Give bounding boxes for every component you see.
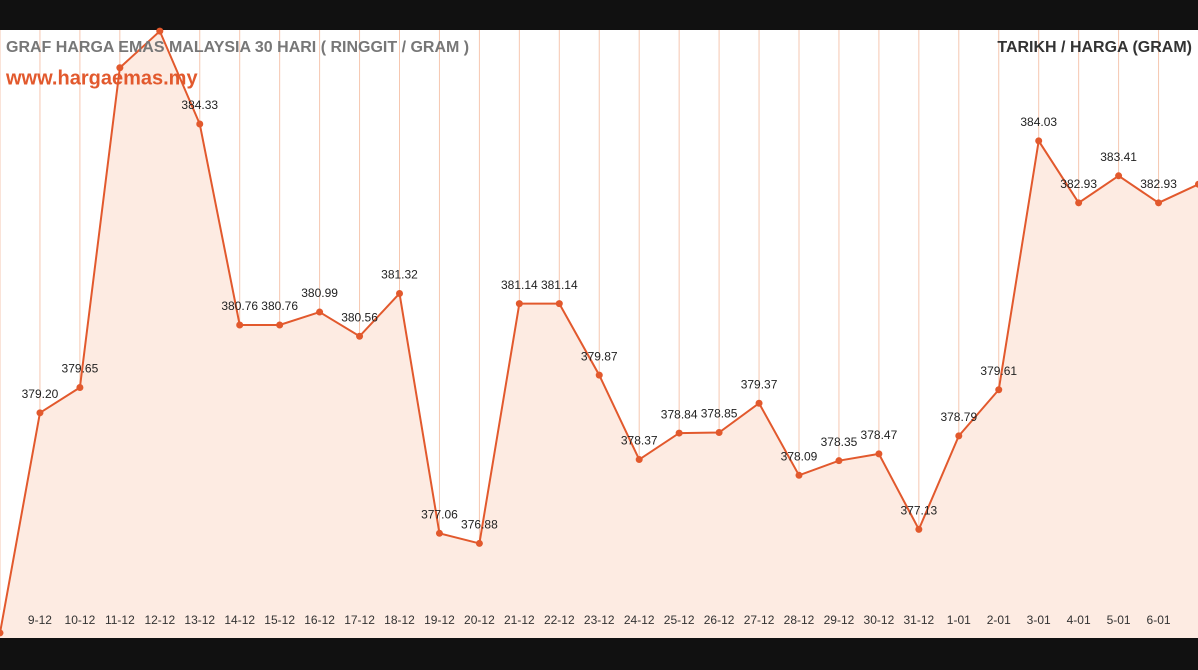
x-tick-label: 1-01 xyxy=(947,613,971,627)
x-tick-label: 31-12 xyxy=(903,613,934,627)
value-label: 384.03 xyxy=(1020,115,1057,129)
data-point xyxy=(875,450,883,458)
data-point xyxy=(1155,199,1163,207)
data-point xyxy=(915,525,923,533)
x-tick-label: 14-12 xyxy=(224,613,255,627)
data-point xyxy=(76,383,84,391)
data-point xyxy=(435,529,443,537)
data-point xyxy=(196,120,204,128)
x-tick-label: 19-12 xyxy=(424,613,455,627)
data-point xyxy=(475,539,483,547)
x-tick-label: 12-12 xyxy=(144,613,175,627)
value-label: 378.35 xyxy=(821,435,858,449)
value-label: 382.93 xyxy=(1060,177,1097,191)
data-point xyxy=(515,300,523,308)
area xyxy=(0,31,1198,638)
data-point xyxy=(276,321,284,329)
x-tick-label: 10-12 xyxy=(65,613,96,627)
data-point xyxy=(356,332,364,340)
legend-title: TARIKH / HARGA (GRAM) xyxy=(997,39,1192,56)
x-tick-label: 26-12 xyxy=(704,613,735,627)
data-point xyxy=(236,321,244,329)
x-tick-label: 23-12 xyxy=(584,613,615,627)
data-point xyxy=(675,429,683,437)
x-tick-label: 18-12 xyxy=(384,613,415,627)
data-point xyxy=(396,289,403,297)
data-point xyxy=(995,386,1003,394)
x-tick-label: 3-01 xyxy=(1027,613,1051,627)
value-label: 381.14 xyxy=(501,278,538,292)
data-point xyxy=(715,429,723,437)
value-label: 379.87 xyxy=(581,349,618,363)
data-point xyxy=(955,432,963,440)
x-tick-label: 15-12 xyxy=(264,613,295,627)
x-tick-label: 21-12 xyxy=(504,613,535,627)
value-label: 379.65 xyxy=(62,362,99,376)
x-tick-label: 28-12 xyxy=(784,613,815,627)
value-label: 383.41 xyxy=(1100,150,1137,164)
value-label: 380.76 xyxy=(221,299,258,313)
x-tick-label: 24-12 xyxy=(624,613,655,627)
chart-title: GRAF HARGA EMAS MALAYSIA 30 HARI ( RINGG… xyxy=(6,39,469,56)
value-label: 376.88 xyxy=(461,518,498,532)
x-tick-label: 5-01 xyxy=(1107,613,1131,627)
x-tick-label: 11-12 xyxy=(105,613,135,627)
value-label: 379.61 xyxy=(980,364,1017,378)
x-tick-label: 20-12 xyxy=(464,613,495,627)
x-tick-label: 25-12 xyxy=(664,613,695,627)
value-label: 377.06 xyxy=(421,507,458,521)
value-label: 378.37 xyxy=(621,434,658,448)
x-tick-label: 4-01 xyxy=(1067,613,1091,627)
data-point xyxy=(1115,172,1123,180)
x-tick-label: 9-12 xyxy=(28,613,52,627)
data-point xyxy=(316,308,324,316)
x-tick-label: 2-01 xyxy=(987,613,1011,627)
data-point xyxy=(755,399,763,407)
data-point xyxy=(156,27,164,35)
value-label: 377.13 xyxy=(900,504,937,518)
x-tick-label: 16-12 xyxy=(304,613,335,627)
data-point xyxy=(1075,199,1083,207)
data-point xyxy=(795,471,803,479)
x-tick-label: 29-12 xyxy=(824,613,855,627)
value-label: 378.84 xyxy=(661,407,698,421)
data-point xyxy=(835,457,843,465)
value-label: 378.79 xyxy=(940,410,977,424)
value-label: 384.33 xyxy=(181,98,218,112)
value-label: 378.85 xyxy=(701,407,738,421)
data-point xyxy=(36,409,44,417)
value-label: 380.99 xyxy=(301,286,338,300)
value-label: 379.20 xyxy=(22,387,59,401)
x-tick-label: 27-12 xyxy=(744,613,775,627)
value-label: 382.93 xyxy=(1140,177,1177,191)
value-label: 380.76 xyxy=(261,299,298,313)
data-point xyxy=(1195,180,1198,188)
data-point xyxy=(595,371,603,379)
data-point xyxy=(555,300,563,308)
x-tick-label: 6-01 xyxy=(1147,613,1171,627)
value-label: 381.32 xyxy=(381,268,418,282)
data-point xyxy=(1035,137,1043,145)
value-label: 378.47 xyxy=(861,428,898,442)
value-label: 381.14 xyxy=(541,278,578,292)
chart-subtitle: www.hargaemas.my xyxy=(5,67,198,89)
x-tick-label: 13-12 xyxy=(184,613,215,627)
value-label: 379.37 xyxy=(741,377,778,391)
value-label: 380.56 xyxy=(341,310,378,324)
value-label: 378.09 xyxy=(781,449,818,463)
data-point xyxy=(0,629,4,637)
x-tick-label: 30-12 xyxy=(864,613,895,627)
x-tick-label: 17-12 xyxy=(344,613,375,627)
data-point xyxy=(635,456,643,464)
data-point xyxy=(116,64,124,72)
x-tick-label: 22-12 xyxy=(544,613,575,627)
